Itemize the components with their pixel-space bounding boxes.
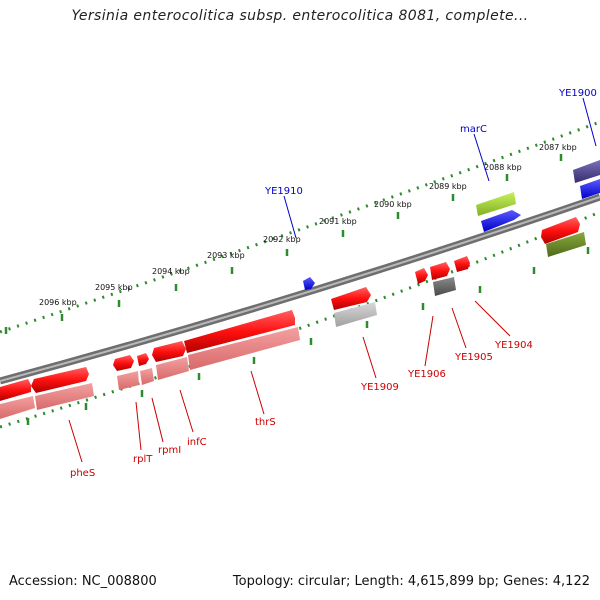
gene-label-rpmi: rpmI	[158, 445, 181, 456]
kbp-label: 2093 kbp	[207, 251, 245, 260]
gene-feature[interactable]	[580, 179, 600, 199]
gene-label-infc: infC	[187, 437, 207, 448]
kbp-label: 2090 kbp	[374, 200, 412, 209]
gene-label-ye1909: YE1909	[360, 382, 399, 393]
gene-label-thrs: thrS	[255, 417, 276, 428]
gene-feature[interactable]	[476, 192, 516, 216]
gene-feature[interactable]	[430, 262, 450, 280]
gene-feature[interactable]	[454, 256, 470, 272]
gene-feature[interactable]	[573, 160, 600, 183]
kbp-label: 2092 kbp	[263, 235, 301, 244]
second-tier-genes	[0, 160, 600, 419]
gene-feature[interactable]	[31, 367, 89, 393]
gene-label-ye1905: YE1905	[454, 352, 493, 363]
gene-feature[interactable]	[117, 371, 139, 390]
gene-feature[interactable]	[331, 287, 371, 310]
outer-major-ticks	[4, 154, 563, 334]
accession-text: Accession: NC_008800	[9, 574, 157, 589]
genome-backbone	[0, 193, 600, 385]
gene-feature[interactable]	[188, 327, 300, 370]
gene-label-ye1900: YE1900	[558, 88, 597, 99]
kbp-label: 2089 kbp	[429, 182, 467, 191]
genome-backbone-highlight	[0, 196, 600, 382]
gene-feature[interactable]	[541, 217, 580, 244]
gene-label-ye1906: YE1906	[407, 369, 446, 380]
map-title: Yersinia enterocolitica subsp. enterocol…	[71, 8, 529, 24]
gene-feature[interactable]	[184, 310, 295, 353]
gene-feature[interactable]	[0, 396, 35, 419]
topology-summary: Topology: circular; Length: 4,615,899 bp…	[232, 574, 590, 589]
kbp-label: 2091 kbp	[319, 217, 357, 226]
gene-feature[interactable]	[303, 277, 315, 290]
gene-feature[interactable]	[152, 341, 186, 362]
inner-major-ticks	[26, 247, 590, 425]
gene-feature[interactable]	[113, 355, 134, 371]
kbp-labels: 2087 kbp 2088 kbp 2089 kbp 2090 kbp 2091…	[39, 143, 577, 307]
gene-feature[interactable]	[415, 268, 428, 284]
forward-genes	[0, 217, 580, 401]
gene-label-rplt: rplT	[133, 454, 153, 465]
kbp-label: 2096 kbp	[39, 298, 77, 307]
gene-label-ye1904: YE1904	[494, 340, 533, 351]
kbp-label: 2095 kbp	[95, 283, 133, 292]
gene-label-marc: marC	[460, 124, 487, 135]
gene-feature[interactable]	[481, 210, 521, 232]
gene-feature[interactable]	[433, 277, 456, 296]
gene-feature[interactable]	[334, 302, 377, 327]
gene-labels: YE1900 marC YE1910 YE1904 YE1905 YE1906 …	[70, 88, 597, 479]
gene-label-ye1910: YE1910	[264, 186, 303, 197]
gene-label-phes: pheS	[70, 468, 95, 479]
gene-feature[interactable]	[156, 357, 189, 380]
gene-feature[interactable]	[137, 353, 149, 366]
kbp-label: 2087 kbp	[539, 143, 577, 152]
gene-feature[interactable]	[140, 368, 154, 385]
kbp-label: 2094 kbp	[152, 267, 190, 276]
gene-feature[interactable]	[0, 379, 31, 401]
gene-feature[interactable]	[546, 232, 586, 257]
kbp-label: 2088 kbp	[484, 163, 522, 172]
label-pointers	[68, 97, 597, 463]
gene-feature[interactable]	[35, 383, 94, 410]
